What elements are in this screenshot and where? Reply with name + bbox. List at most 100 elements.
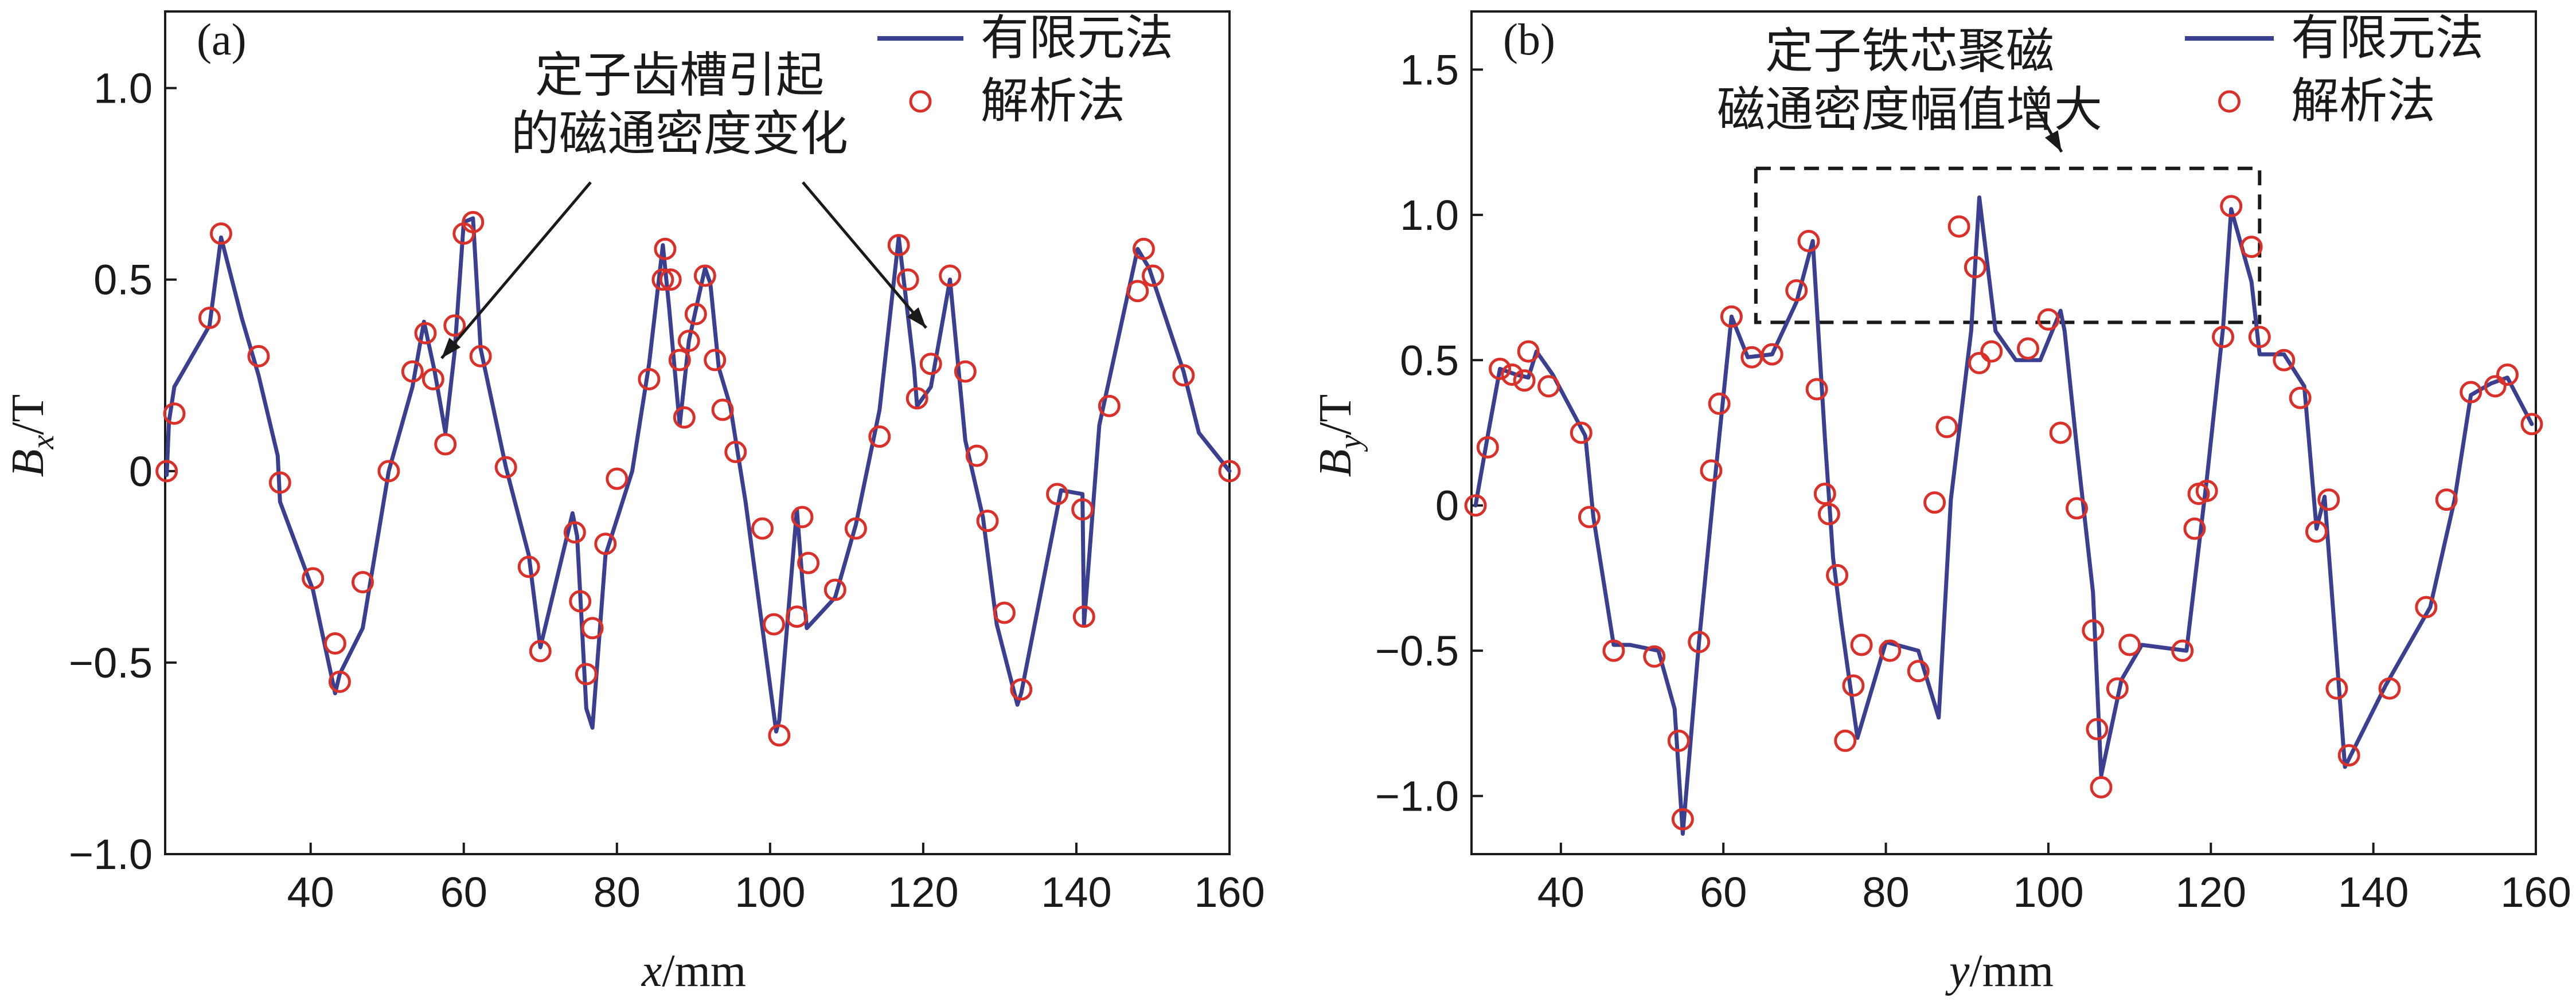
analytical-point xyxy=(421,367,444,390)
analytical-point xyxy=(1010,678,1033,701)
analytical-point xyxy=(494,456,517,479)
y-tick-label: 0 xyxy=(1435,482,1459,530)
analytical-point xyxy=(328,670,351,693)
analytical-point xyxy=(1797,229,1820,252)
analytical-point xyxy=(1072,605,1095,628)
analytical-point xyxy=(2305,520,2328,543)
analytical-point xyxy=(2289,386,2312,409)
analytical-point xyxy=(575,663,598,686)
analytical-point xyxy=(684,303,707,326)
analytical-point xyxy=(651,268,674,291)
analytical-point xyxy=(1708,392,1731,415)
analytical-point xyxy=(2415,596,2438,619)
analytical-point xyxy=(323,632,346,655)
analytical-point xyxy=(1570,421,1593,444)
y-axis-label: Bx/T xyxy=(3,394,61,477)
panel-a: 40 60 80 100 120 140 160 −1.0 −0.5 0 0.5 1.0 (a) 有限元法… xyxy=(3,10,1265,996)
analytical-point xyxy=(434,433,457,456)
analytical-point xyxy=(1785,279,1808,302)
y-tick-label: 1.5 xyxy=(1400,46,1459,93)
analytical-point xyxy=(638,367,661,390)
analytical-point xyxy=(1947,215,1970,238)
analytical-point xyxy=(2496,363,2519,386)
annotation-arrow xyxy=(802,181,927,329)
analytical-point xyxy=(965,444,988,467)
analytical-point xyxy=(443,314,466,337)
y-axis-var: B xyxy=(3,449,53,477)
y-axis-label: By/T xyxy=(1310,394,1368,477)
analytical-point xyxy=(1671,808,1694,831)
analytical-point xyxy=(939,264,962,287)
x-tick-label: 120 xyxy=(2176,868,2246,916)
analytical-point xyxy=(1667,729,1690,752)
analytical-point xyxy=(469,345,492,367)
x-axis-label: y/mm xyxy=(1945,946,2054,996)
analytical-point xyxy=(797,551,820,574)
analytical-point xyxy=(768,724,791,747)
analytical-point xyxy=(1517,340,1540,363)
analytical-point xyxy=(2317,488,2340,511)
x-tick-label: 140 xyxy=(1041,868,1111,916)
plot-frame xyxy=(1470,10,2537,855)
analytical-point xyxy=(1923,491,1946,514)
annotation-line-2: 的磁通密度变化 xyxy=(511,105,848,162)
analytical-point xyxy=(1907,660,1930,683)
panel-label: (a) xyxy=(197,14,247,64)
x-axis-label: x/mm xyxy=(641,946,746,996)
analytical-point xyxy=(1489,357,1512,380)
analytical-point xyxy=(905,387,928,410)
x-tick-label: 60 xyxy=(440,868,487,916)
analytical-point xyxy=(2171,639,2194,662)
analytical-point xyxy=(581,617,604,640)
analytical-point xyxy=(1700,459,1723,482)
x-tick-label: 60 xyxy=(1700,868,1747,916)
analytical-point xyxy=(1805,378,1828,401)
analytical-point xyxy=(2183,517,2206,540)
panel-label: (b) xyxy=(1503,14,1555,64)
analytical-point xyxy=(377,460,400,483)
analytical-point xyxy=(751,517,774,540)
analytical-point xyxy=(919,353,942,375)
analytical-point xyxy=(1842,674,1865,697)
analytical-point xyxy=(844,517,867,540)
annotation-line-1: 定子铁芯聚磁 xyxy=(1765,23,2054,79)
analytical-point xyxy=(155,460,178,483)
annotation-arrowhead xyxy=(907,307,926,328)
analytical-point xyxy=(209,222,232,245)
analytical-point xyxy=(606,467,629,490)
analytical-point xyxy=(302,567,325,590)
analytical-point xyxy=(462,211,485,233)
annotation-arrow xyxy=(440,181,592,359)
analytical-point xyxy=(786,605,809,628)
plot-frame xyxy=(164,10,1231,855)
legend-label-fem: 有限元法 xyxy=(2291,10,2484,66)
analytical-point xyxy=(2460,381,2483,404)
analytical-point xyxy=(711,398,734,421)
analytical-point xyxy=(673,406,696,429)
x-tick-label: 40 xyxy=(1537,868,1584,916)
analytical-point xyxy=(2240,236,2263,259)
y-tick-label: 0.5 xyxy=(1400,336,1459,384)
analytical-point xyxy=(2066,497,2089,520)
analytical-point xyxy=(2520,413,2543,436)
x-axis-var: y xyxy=(1945,946,1970,996)
analytical-point xyxy=(2090,776,2113,799)
y-tick-label: 0 xyxy=(129,448,153,495)
x-axis-var: x xyxy=(641,946,662,996)
y-tick-label: −1.0 xyxy=(69,831,153,878)
analytical-point xyxy=(1935,416,1958,439)
annotation-arrowhead xyxy=(442,338,461,358)
analytical-point xyxy=(1964,256,1986,279)
analytical-point xyxy=(677,330,700,353)
analytical-point xyxy=(1126,280,1149,303)
legend-marker-swatch xyxy=(909,90,932,113)
analytical-point xyxy=(1513,369,1536,392)
annotation-arrowhead xyxy=(2044,130,2062,152)
analytical-point xyxy=(1537,375,1560,398)
analytical-point xyxy=(2248,326,2271,349)
y-axis-unit: /T xyxy=(1310,394,1361,435)
y-tick-label: 1.0 xyxy=(1400,191,1459,239)
analytical-point xyxy=(1501,363,1524,386)
y-axis-unit: /T xyxy=(3,394,53,435)
